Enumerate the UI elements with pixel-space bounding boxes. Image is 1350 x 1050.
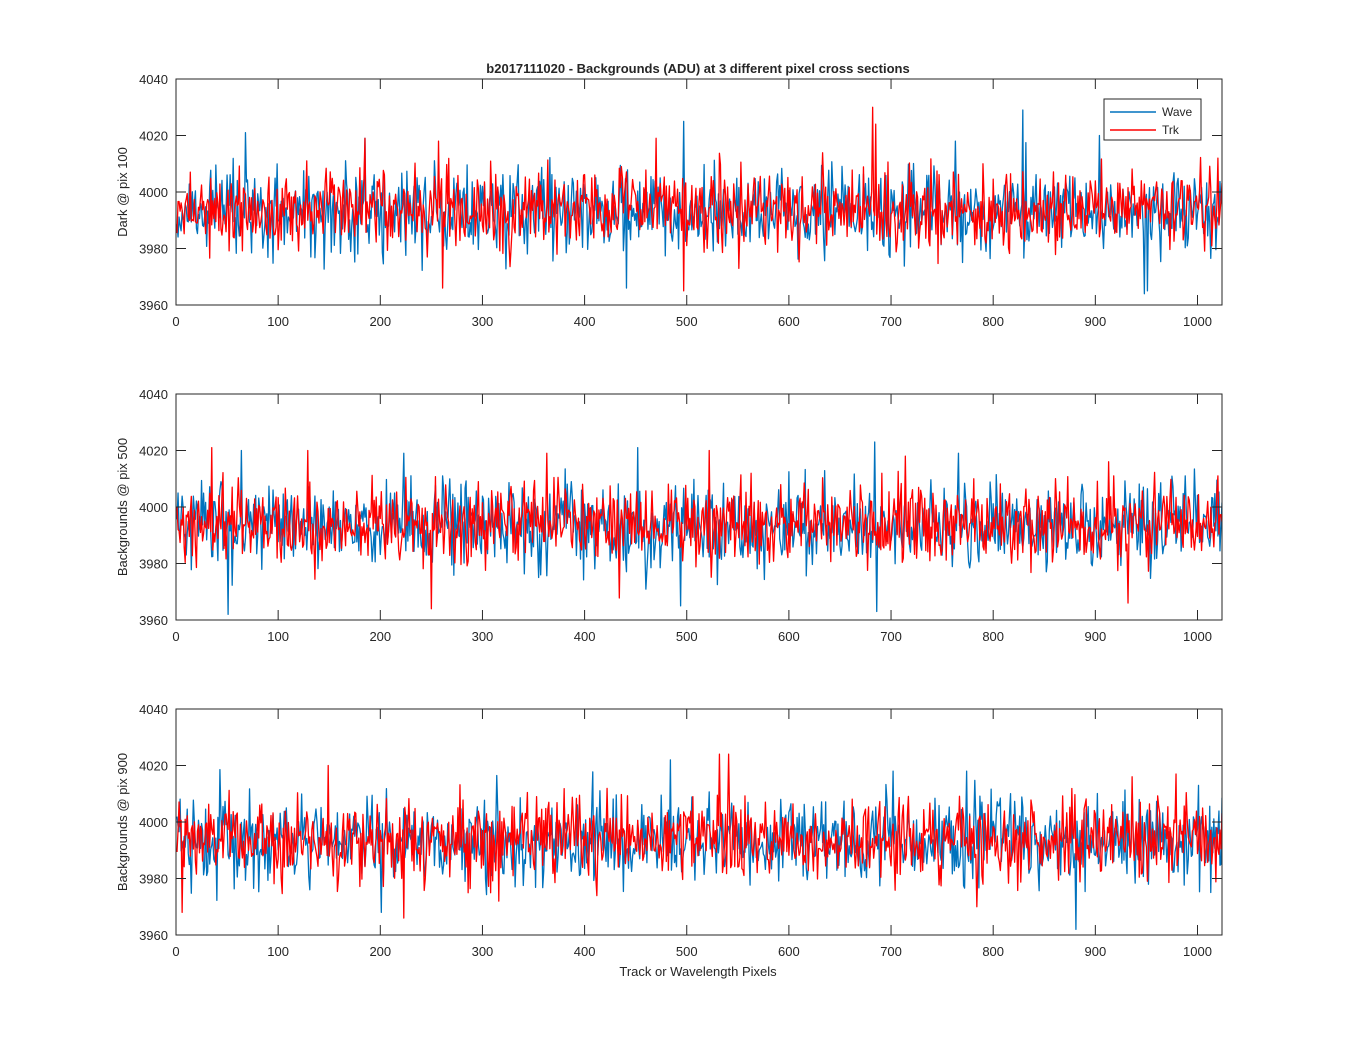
- y-tick-label: 4020: [139, 129, 168, 144]
- x-tick-label: 0: [172, 629, 179, 644]
- y-tick-label: 4000: [139, 185, 168, 200]
- x-tick-label: 800: [982, 629, 1004, 644]
- x-tick-label: 900: [1084, 629, 1106, 644]
- x-tick-label: 100: [267, 944, 289, 959]
- x-tick-label: 700: [880, 314, 902, 329]
- x-tick-label: 0: [172, 944, 179, 959]
- subplot-1: 0 100 200 300 400 500 600 700 800 900 1000 3960 3980…: [115, 72, 1223, 329]
- x-tick-label: 700: [880, 944, 902, 959]
- x-tick-label: 800: [982, 314, 1004, 329]
- y-tick-label: 3960: [139, 298, 168, 313]
- legend: Wave Trk: [1103, 98, 1202, 141]
- y-tick-label: 3960: [139, 613, 168, 628]
- y-tick-label: 4020: [139, 759, 168, 774]
- x-tick-label: 500: [676, 629, 698, 644]
- y-tick-label: 4040: [139, 72, 168, 87]
- y-axis-label: Backgrounds @ pix 900: [115, 753, 130, 891]
- x-tick-label: 600: [778, 314, 800, 329]
- subplot-2: 0 100 200 300 400 500 600 700 800 900 1000 3960 3980…: [115, 387, 1223, 644]
- x-tick-label: 1000: [1183, 629, 1212, 644]
- x-tick-label: 500: [676, 314, 698, 329]
- x-axis-label: Track or Wavelength Pixels: [619, 964, 777, 979]
- y-axis-label: Dark @ pix 100: [115, 147, 130, 237]
- figure-title: b2017111020 - Backgrounds (ADU) at 3 dif…: [486, 61, 909, 76]
- x-tick-label: 700: [880, 629, 902, 644]
- subplots: 0 100 200 300 400 500 600 700 800 900 100039603980…: [115, 72, 1223, 959]
- legend-box: [1103, 98, 1202, 141]
- y-tick-label: 4000: [139, 815, 168, 830]
- x-tick-label: 100: [267, 314, 289, 329]
- x-tick-label: 400: [574, 944, 596, 959]
- x-tick-label: 200: [369, 314, 391, 329]
- y-tick-label: 4000: [139, 500, 168, 515]
- series-line-trk: [176, 753, 1222, 919]
- x-tick-label: 100: [267, 629, 289, 644]
- y-tick-label: 3980: [139, 557, 168, 572]
- x-tick-label: 1000: [1183, 314, 1212, 329]
- y-tick-label: 3980: [139, 242, 168, 257]
- x-tick-label: 300: [472, 944, 494, 959]
- x-tick-label: 400: [574, 629, 596, 644]
- x-tick-label: 800: [982, 944, 1004, 959]
- legend-label-wave: Wave: [1162, 105, 1193, 119]
- y-tick-label: 3980: [139, 872, 168, 887]
- subplot-3: 0 100 200 300 400 500 600 700 800 900 1000 3960 3980…: [115, 702, 1223, 959]
- x-tick-label: 600: [778, 629, 800, 644]
- x-tick-label: 0: [172, 314, 179, 329]
- legend-label-trk: Trk: [1162, 123, 1180, 137]
- x-tick-label: 600: [778, 944, 800, 959]
- y-tick-label: 4040: [139, 387, 168, 402]
- y-tick-label: 4020: [139, 444, 168, 459]
- x-tick-label: 200: [369, 629, 391, 644]
- x-tick-label: 200: [369, 944, 391, 959]
- y-axis-label: Backgrounds @ pix 500: [115, 438, 130, 576]
- x-tick-label: 1000: [1183, 944, 1212, 959]
- x-tick-label: 900: [1084, 314, 1106, 329]
- x-tick-label: 500: [676, 944, 698, 959]
- x-tick-label: 300: [472, 314, 494, 329]
- x-tick-label: 400: [574, 314, 596, 329]
- y-tick-label: 3960: [139, 928, 168, 943]
- series-line-wave: [176, 441, 1222, 615]
- series-line-trk: [176, 447, 1222, 610]
- x-tick-label: 300: [472, 629, 494, 644]
- series-line-trk: [176, 106, 1222, 292]
- x-tick-label: 900: [1084, 944, 1106, 959]
- y-tick-label: 4040: [139, 702, 168, 717]
